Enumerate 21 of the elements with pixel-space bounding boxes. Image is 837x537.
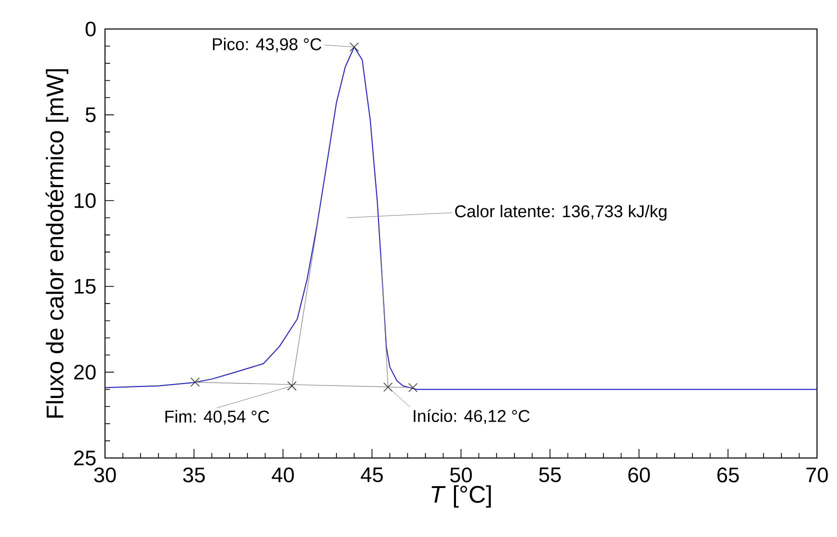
y-tick-label: 5 [86,107,96,122]
y-tick-label: 25 [74,450,96,466]
x-axis-title: T [°C] [432,485,491,508]
x-tick-label: 45 [360,468,383,482]
x-tick-label: 40 [272,468,294,482]
annotation: Calor latente: 136,733 kJ/kg [455,204,666,221]
x-tick-label: 30 [94,468,116,482]
y-tick-label: 20 [74,364,96,380]
y-tick-label: 10 [74,193,96,208]
x-tick-label: 60 [628,468,650,482]
x-tick-label: 35 [183,468,205,482]
x-tick-label: 70 [806,468,828,482]
annotation: Início: 46,12 °C [414,409,530,424]
x-tick-label: 65 [717,468,739,482]
x-tick-label: 55 [539,468,561,482]
y-axis-title: Fluxo de calor endotérmico [mW] [46,69,68,418]
y-tick-label: 0 [86,22,96,36]
x-tick-label: 50 [450,468,472,482]
annotation: Pico: 43,98 °C [212,38,322,52]
y-tick-label: 15 [74,279,96,294]
annotation: Fim: 40,54 °C [165,410,270,425]
